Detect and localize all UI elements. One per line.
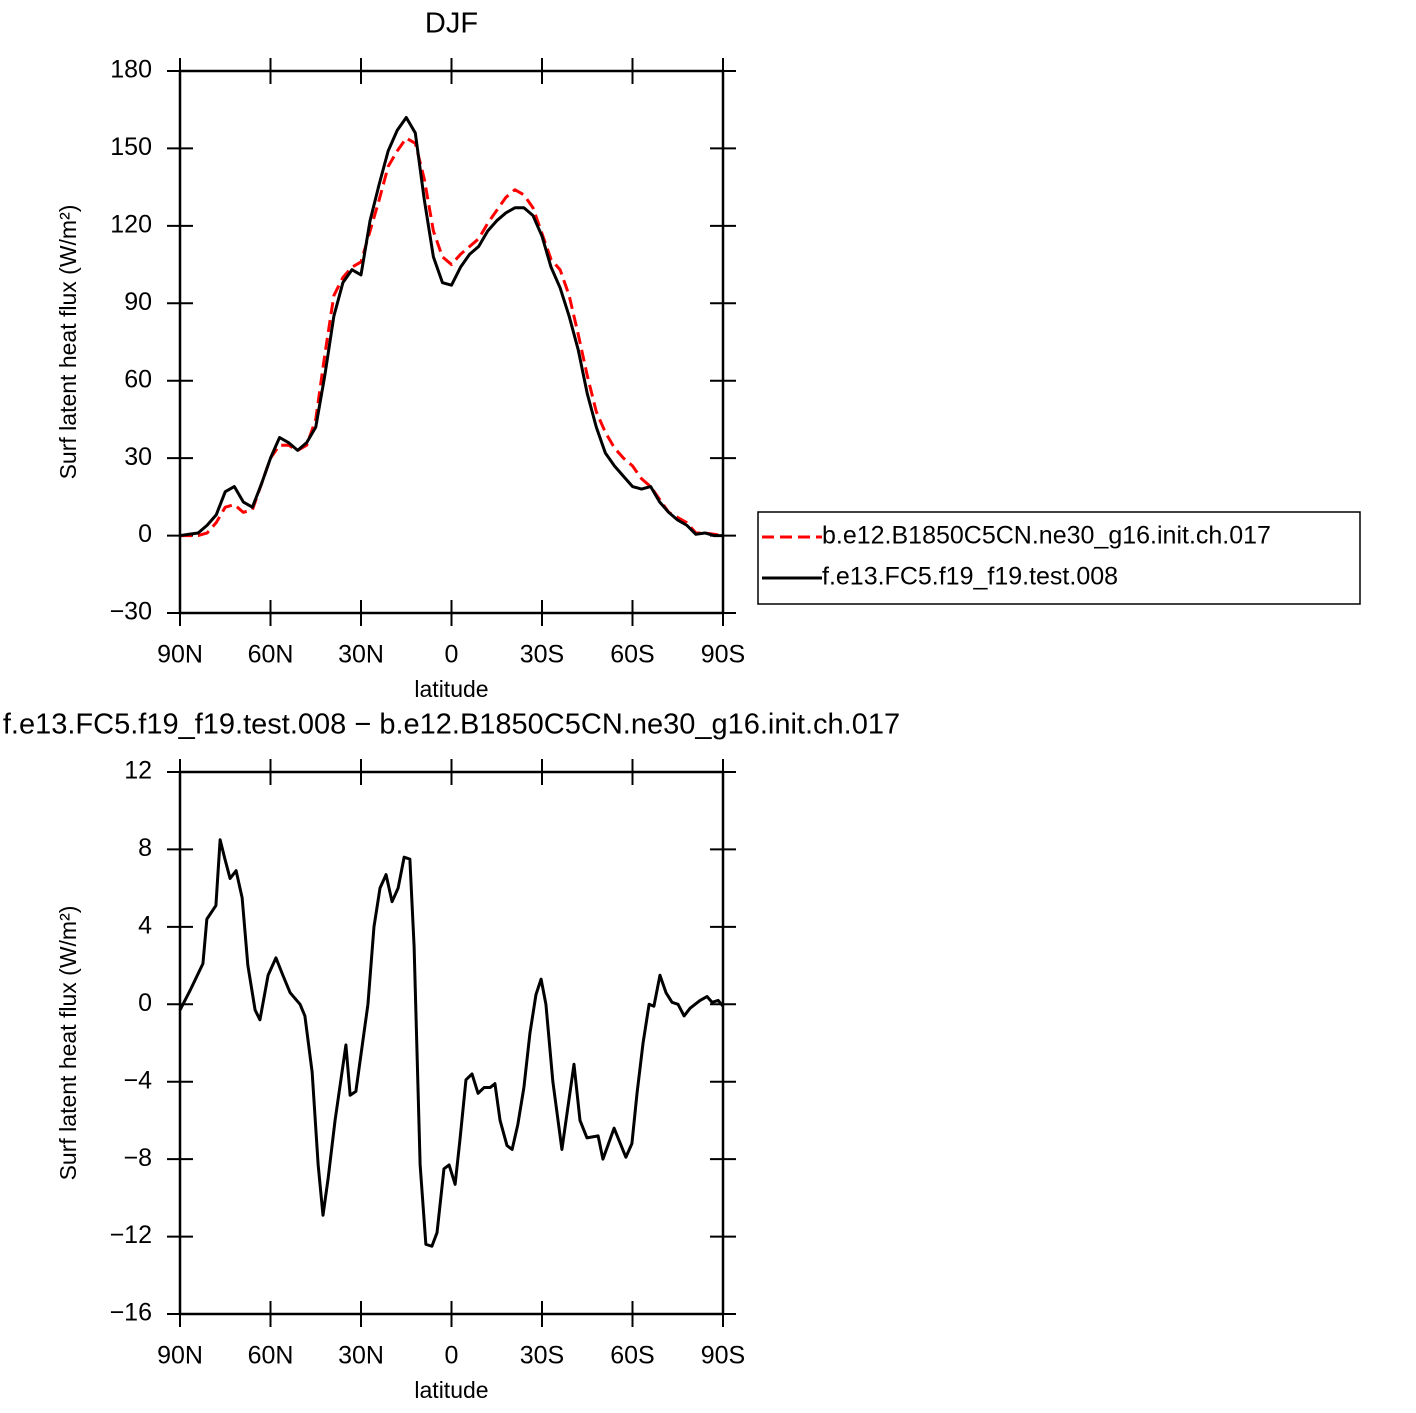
plot-frame [178,69,725,615]
x-axis-label: latitude [414,676,488,702]
legend-label: f.e13.FC5.f19_f19.test.008 [822,563,1118,591]
legend-box [757,511,1361,605]
y-tick-label: −8 [123,1144,152,1172]
y-axis-label: Surf latent heat flux (W/m²) [55,205,81,480]
data-line [180,136,724,538]
x-tick-label: 90N [157,1342,203,1370]
x-tick-label: 30N [338,641,384,669]
data-line [179,115,723,538]
y-tick-label: 4 [138,911,152,939]
x-tick-label: 60S [610,641,654,669]
y-tick-label: 150 [110,133,152,161]
y-tick-label: −30 [110,598,152,626]
y-tick-label: 30 [124,443,152,471]
y-tick-label: −4 [123,1066,152,1094]
y-tick-label: 0 [138,989,152,1017]
x-tick-label: 90S [701,641,745,669]
y-tick-label: 90 [124,288,152,316]
x-tick-label: 60N [248,641,294,669]
legend-label: b.e12.B1850C5CN.ne30_g16.init.ch.017 [822,522,1271,550]
y-tick-label: 8 [138,834,152,862]
y-tick-label: 180 [110,56,152,84]
x-tick-label: 90N [157,641,203,669]
x-tick-label: 30S [520,641,564,669]
data-line [178,838,725,1248]
x-tick-label: 30S [520,1342,564,1370]
y-tick-label: −16 [110,1299,152,1327]
x-tick-label: 30N [338,1342,384,1370]
x-tick-label: 0 [445,641,459,669]
y-axis-label: Surf latent heat flux (W/m²) [55,906,81,1181]
plot-frame [178,770,725,1316]
y-tick-label: 0 [138,520,152,548]
x-tick-label: 90S [701,1342,745,1370]
x-axis-label: latitude [414,1377,488,1403]
y-tick-label: −12 [110,1221,152,1249]
x-tick-label: 60N [248,1342,294,1370]
chart-title: f.e13.FC5.f19_f19.test.008 − b.e12.B1850… [3,709,900,741]
y-tick-label: 12 [124,757,152,785]
chart-title: DJF [425,8,478,40]
x-tick-label: 60S [610,1342,654,1370]
x-tick-label: 0 [445,1342,459,1370]
y-tick-label: 60 [124,365,152,393]
y-tick-label: 120 [110,210,152,238]
